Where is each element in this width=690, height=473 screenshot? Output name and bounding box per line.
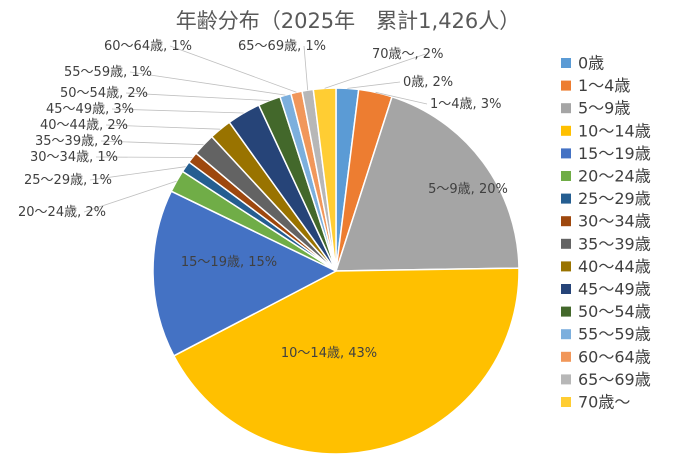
leader-line — [100, 140, 204, 146]
slice-data-label: 15～19歳, 15% — [181, 255, 277, 270]
leader-line — [105, 124, 221, 130]
slice-data-label: 25～29歳, 1% — [24, 173, 112, 188]
legend-label: 40～44歳 — [578, 257, 651, 276]
legend-label: 20～24歳 — [578, 167, 651, 186]
slice-data-label: 45～49歳, 3% — [46, 102, 134, 117]
legend-label: 65～69歳 — [578, 370, 651, 389]
legend-swatch — [561, 103, 571, 114]
legend-swatch — [561, 80, 571, 91]
legend-swatch — [561, 58, 571, 68]
leader-line — [83, 180, 177, 213]
legend-swatch — [561, 193, 571, 204]
legend-swatch — [561, 238, 571, 249]
slice-data-label: 60～64歳, 1% — [104, 39, 192, 54]
pie-slice — [152, 190, 338, 357]
slice-data-label: 30～34歳, 1% — [30, 150, 118, 165]
leader-line — [303, 45, 309, 91]
slice-data-label: 1～4歳, 3% — [430, 97, 501, 112]
legend-label: 70歳～ — [578, 393, 630, 412]
pie-slice — [334, 95, 520, 272]
slice-data-label: 10～14歳, 43% — [281, 346, 377, 361]
legend-swatch — [561, 125, 571, 136]
legend-label: 30～34歳 — [578, 212, 651, 231]
legend-label: 1～4歳 — [578, 76, 630, 95]
slice-data-label: 40～44歳, 2% — [40, 118, 128, 133]
slice-data-label: 0歳, 2% — [403, 75, 453, 90]
legend-swatch — [561, 374, 571, 385]
slice-data-label: 20～24歳, 2% — [18, 205, 106, 220]
legend-swatch — [561, 261, 571, 272]
legend-label: 15～19歳 — [578, 144, 651, 163]
leader-line — [347, 81, 401, 89]
pie-slice — [172, 267, 520, 455]
leader-line — [129, 71, 286, 96]
slice-data-label: 55～59歳, 1% — [64, 65, 152, 80]
legend-label: 10～14歳 — [578, 121, 651, 140]
legend-swatch — [561, 216, 571, 227]
legend-swatch — [561, 148, 571, 159]
leader-line — [125, 92, 270, 101]
legend-label: 25～29歳 — [578, 189, 651, 208]
legend-label: 5～9歳 — [578, 99, 630, 118]
slice-data-label: 70歳～, 2% — [372, 47, 443, 62]
slice-data-label: 65～69歳, 1% — [238, 39, 326, 54]
slice-data-label: 50～54歳, 2% — [60, 86, 148, 101]
leader-line — [324, 53, 426, 89]
legend-swatch — [561, 329, 571, 340]
legend-label: 35～39歳 — [578, 234, 651, 253]
leader-line — [111, 108, 244, 114]
legend-label: 45～49歳 — [578, 280, 651, 299]
leader-line — [169, 45, 297, 93]
slice-data-label: 35～39歳, 2% — [35, 134, 123, 149]
leader-line — [89, 166, 186, 181]
leader-line — [375, 91, 428, 105]
legend-swatch — [561, 284, 571, 294]
legend-label: 55～59歳 — [578, 325, 651, 344]
legend-swatch — [561, 306, 571, 317]
leader-line — [95, 156, 193, 158]
legend-swatch — [561, 351, 571, 362]
legend-label: 0歳 — [578, 54, 604, 73]
chart-title: 年齢分布（2025年 累計1,426人） — [176, 9, 521, 33]
legend-label: 60～64歳 — [578, 347, 651, 366]
legend-swatch — [561, 397, 571, 407]
legend-swatch — [561, 171, 571, 181]
slice-data-label: 5～9歳, 20% — [428, 182, 508, 197]
legend-label: 50～54歳 — [578, 302, 651, 321]
